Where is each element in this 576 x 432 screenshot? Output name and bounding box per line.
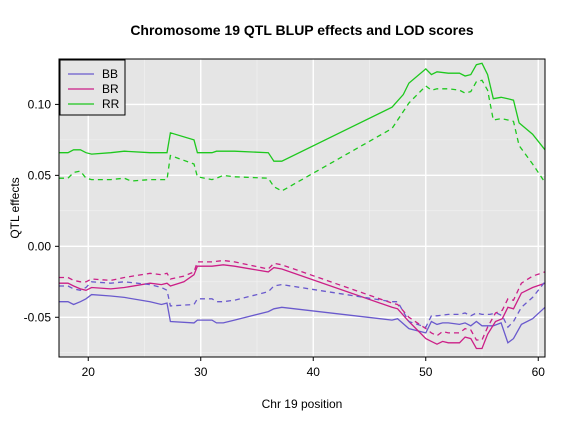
y-tick-label: 0.10 bbox=[28, 97, 52, 111]
legend-label-rr: RR bbox=[102, 97, 120, 111]
series-line-br bbox=[59, 264, 546, 350]
legend-label-bb: BB bbox=[102, 67, 118, 81]
y-tick-label: 0.05 bbox=[28, 168, 52, 182]
y-axis-ticks: 0.10 0.05 0.00 -0.05 bbox=[24, 97, 59, 324]
y-tick-label: -0.05 bbox=[24, 310, 52, 324]
plot-frame bbox=[58, 58, 546, 358]
series-line-dashed-3 bbox=[59, 281, 546, 329]
series-line-rr bbox=[59, 62, 546, 162]
x-tick-label: 50 bbox=[419, 365, 433, 379]
y-axis-label: QTL effects bbox=[8, 177, 22, 238]
chart-title: Chromosome 19 QTL BLUP effects and LOD s… bbox=[130, 22, 474, 38]
x-tick-label: 30 bbox=[194, 365, 208, 379]
legend-box bbox=[59, 59, 126, 116]
plot-area bbox=[59, 59, 545, 357]
x-axis-label: Chr 19 position bbox=[262, 397, 343, 411]
grid-lines bbox=[59, 59, 545, 357]
series-line-dashed-5 bbox=[59, 79, 546, 192]
x-axis-ticks: 20 30 40 50 60 bbox=[82, 357, 546, 379]
y-tick-label: 0.00 bbox=[28, 239, 52, 253]
series-line-dashed-4 bbox=[59, 259, 546, 341]
legend-label-br: BR bbox=[102, 82, 119, 96]
series-line-bb bbox=[59, 293, 546, 344]
x-tick-label: 20 bbox=[82, 365, 96, 379]
x-tick-label: 40 bbox=[307, 365, 321, 379]
x-tick-label: 60 bbox=[532, 365, 546, 379]
series-lines bbox=[59, 62, 546, 350]
